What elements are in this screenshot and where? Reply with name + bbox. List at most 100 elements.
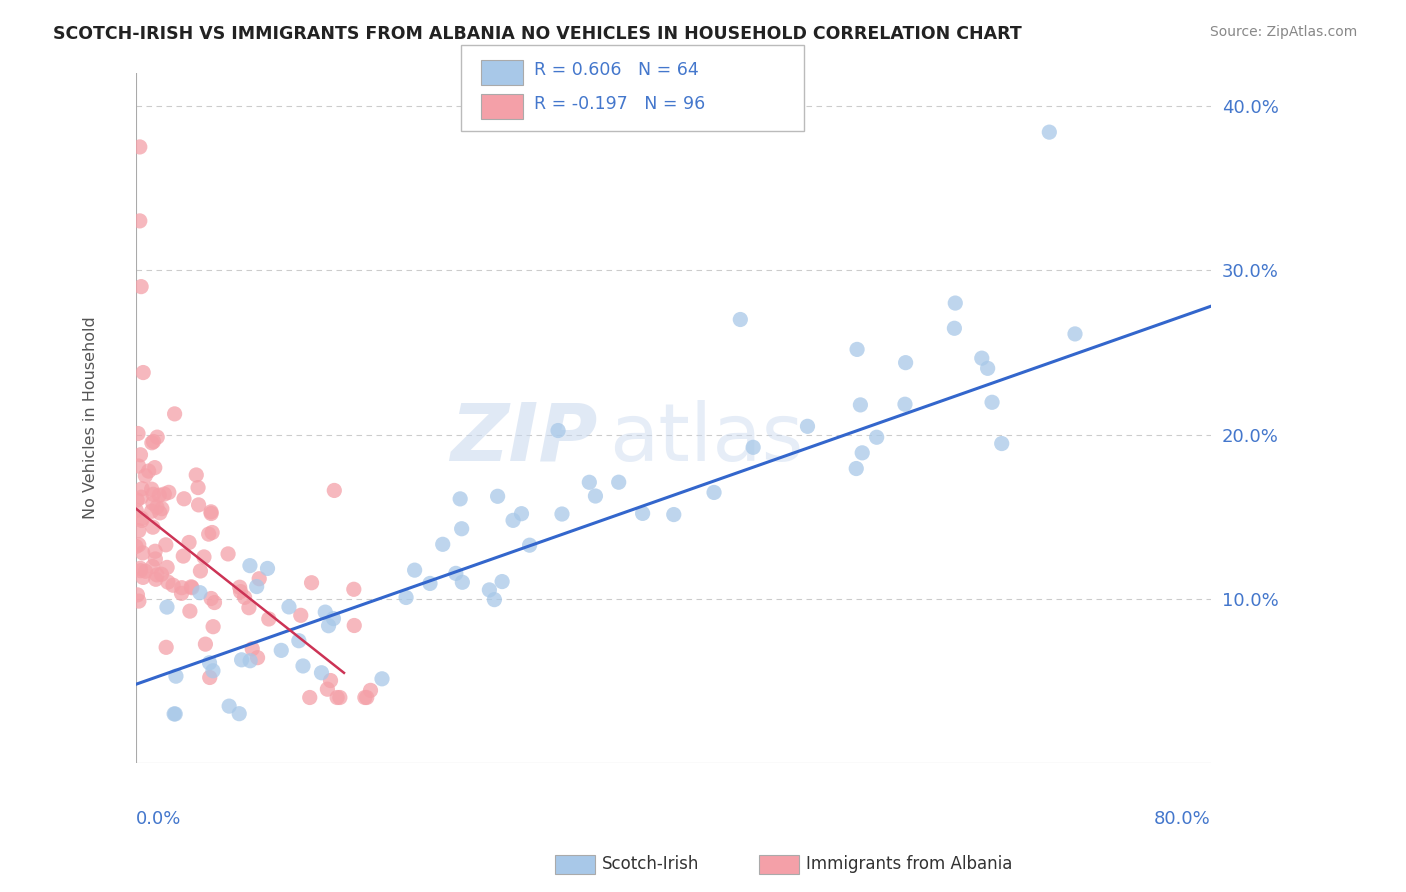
- Point: [163, 706, 186, 721]
- Point: [204, 596, 226, 610]
- Point: [146, 567, 169, 582]
- Point: [129, 448, 152, 462]
- Point: [395, 591, 418, 605]
- Point: [142, 559, 165, 574]
- Point: [179, 604, 201, 618]
- Point: [134, 468, 156, 483]
- Point: [319, 673, 342, 688]
- Point: [181, 581, 204, 595]
- Point: [127, 493, 149, 508]
- Point: [631, 507, 654, 521]
- Point: [990, 436, 1012, 450]
- Point: [145, 572, 167, 586]
- Point: [141, 435, 163, 450]
- Point: [134, 564, 156, 578]
- Point: [419, 576, 441, 591]
- Point: [326, 690, 349, 705]
- Point: [143, 460, 166, 475]
- Point: [128, 459, 150, 474]
- Point: [142, 487, 165, 501]
- Point: [127, 426, 149, 441]
- Point: [146, 430, 169, 444]
- Point: [150, 567, 173, 582]
- Point: [200, 505, 222, 519]
- Point: [188, 585, 211, 599]
- Point: [502, 513, 524, 527]
- Point: [180, 580, 202, 594]
- Text: Source: ZipAtlas.com: Source: ZipAtlas.com: [1209, 25, 1357, 39]
- Point: [128, 594, 150, 608]
- Point: [150, 501, 173, 516]
- Point: [200, 507, 222, 521]
- Text: Immigrants from Albania: Immigrants from Albania: [806, 855, 1012, 873]
- Point: [578, 475, 600, 490]
- Point: [128, 538, 150, 552]
- Point: [240, 641, 263, 656]
- Point: [131, 511, 153, 525]
- Point: [201, 525, 224, 540]
- Point: [229, 584, 252, 599]
- Text: R = 0.606   N = 64: R = 0.606 N = 64: [534, 62, 699, 79]
- Point: [194, 637, 217, 651]
- Point: [329, 690, 352, 705]
- Point: [298, 690, 321, 705]
- Point: [132, 570, 155, 584]
- Text: atlas: atlas: [609, 400, 803, 478]
- Point: [155, 538, 177, 552]
- Point: [323, 483, 346, 498]
- Point: [186, 467, 208, 482]
- Point: [981, 395, 1004, 409]
- Point: [138, 464, 160, 478]
- Point: [149, 506, 172, 520]
- Point: [519, 538, 541, 552]
- Point: [153, 487, 176, 501]
- Point: [354, 690, 377, 705]
- Point: [943, 296, 966, 310]
- Point: [156, 560, 179, 574]
- Point: [583, 489, 606, 503]
- Point: [288, 633, 311, 648]
- Text: ZIP: ZIP: [450, 400, 598, 478]
- Point: [943, 321, 966, 335]
- Point: [894, 356, 917, 370]
- Point: [343, 618, 366, 632]
- Point: [547, 424, 569, 438]
- Point: [129, 279, 152, 293]
- Point: [187, 498, 209, 512]
- Point: [170, 581, 193, 595]
- Point: [177, 535, 200, 549]
- Text: No Vehicles in Household: No Vehicles in Household: [83, 317, 98, 519]
- Point: [290, 608, 312, 623]
- Point: [190, 564, 212, 578]
- Point: [143, 544, 166, 558]
- Point: [202, 620, 225, 634]
- Point: [142, 520, 165, 534]
- Point: [129, 561, 152, 575]
- Point: [155, 640, 177, 655]
- Point: [314, 605, 336, 619]
- Text: SCOTCH-IRISH VS IMMIGRANTS FROM ALBANIA NO VEHICLES IN HOUSEHOLD CORRELATION CHA: SCOTCH-IRISH VS IMMIGRANTS FROM ALBANIA …: [53, 25, 1022, 43]
- Point: [1064, 326, 1087, 341]
- Point: [173, 491, 195, 506]
- Point: [129, 490, 152, 504]
- Point: [796, 419, 818, 434]
- Point: [193, 549, 215, 564]
- Point: [200, 591, 222, 606]
- Point: [131, 513, 153, 527]
- Point: [318, 618, 340, 632]
- Text: Scotch-Irish: Scotch-Irish: [602, 855, 699, 873]
- Point: [444, 566, 467, 581]
- Point: [163, 407, 186, 421]
- Point: [146, 500, 169, 515]
- Point: [849, 398, 872, 412]
- Point: [846, 343, 869, 357]
- Point: [187, 481, 209, 495]
- Point: [141, 482, 163, 496]
- Point: [165, 669, 187, 683]
- Point: [292, 659, 315, 673]
- Point: [278, 599, 301, 614]
- Point: [607, 475, 630, 490]
- Point: [128, 140, 150, 154]
- Point: [142, 496, 165, 510]
- Text: 80.0%: 80.0%: [1154, 810, 1211, 828]
